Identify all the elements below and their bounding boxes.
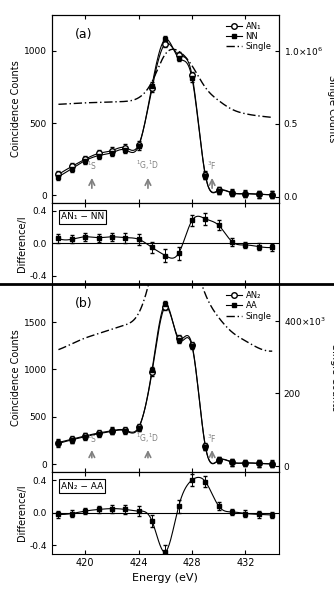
Text: $^1$S: $^1$S (87, 160, 97, 172)
Y-axis label: Coincidence Counts: Coincidence Counts (11, 330, 21, 426)
Y-axis label: Difference/I: Difference/I (17, 215, 27, 272)
Y-axis label: Difference/I: Difference/I (17, 484, 27, 541)
Text: $^1$G,$^1$D: $^1$G,$^1$D (136, 159, 160, 172)
Text: AN₂ − AA: AN₂ − AA (61, 482, 103, 491)
Text: (a): (a) (74, 28, 92, 41)
Text: $^3$F: $^3$F (207, 433, 217, 445)
Legend: AN₂, AA, Single: AN₂, AA, Single (225, 290, 273, 321)
Y-axis label: Single Counts: Single Counts (330, 345, 334, 411)
Y-axis label: Coincidence Counts: Coincidence Counts (11, 60, 21, 157)
Text: $^1$G,$^1$D: $^1$G,$^1$D (136, 432, 160, 445)
Text: AN₁ − NN: AN₁ − NN (61, 213, 104, 221)
Text: $^3$F: $^3$F (207, 160, 217, 172)
X-axis label: Energy (eV): Energy (eV) (132, 572, 198, 583)
Legend: AN₁, NN, Single: AN₁, NN, Single (225, 21, 273, 52)
Text: (b): (b) (74, 297, 92, 310)
Y-axis label: Single Counts: Single Counts (327, 75, 334, 142)
Text: $^1$S: $^1$S (87, 433, 97, 445)
